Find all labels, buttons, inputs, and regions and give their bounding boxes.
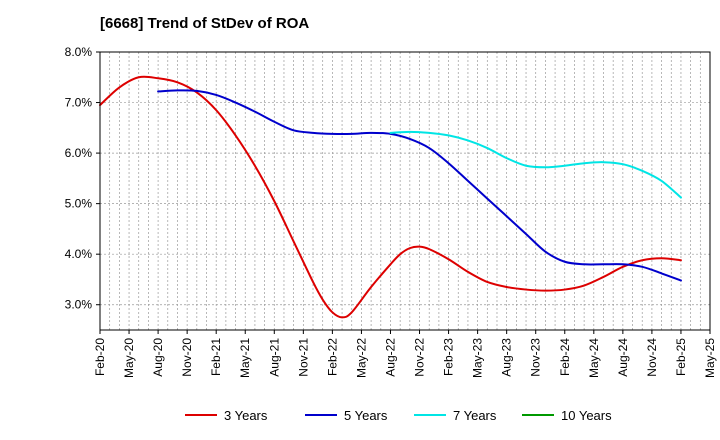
x-tick-label: Feb-23 (442, 338, 456, 376)
x-tick-label: May-21 (238, 338, 252, 378)
series-line-3 (389, 130, 682, 199)
x-tick-label: Nov-24 (645, 338, 659, 377)
x-tick-label: Aug-20 (151, 338, 165, 377)
x-tick-label: Feb-24 (558, 338, 572, 376)
plot-frame (99, 51, 711, 331)
grid-lines (100, 52, 710, 330)
y-tick-label: 8.0% (65, 45, 93, 59)
x-tick-label: Nov-20 (180, 338, 194, 377)
y-tick-label: 3.0% (65, 298, 93, 312)
x-tick-label: May-20 (122, 338, 136, 378)
legend: 3 Years 5 Years 7 Years 10 Years (185, 408, 612, 423)
legend-label-2: 5 Years (344, 408, 388, 423)
x-tick-label: Nov-23 (529, 338, 543, 377)
x-tick-label: May-23 (471, 338, 485, 378)
legend-label-4: 10 Years (561, 408, 612, 423)
x-tick-label: Aug-23 (500, 338, 514, 377)
x-tick-label: May-24 (587, 338, 601, 378)
x-tick-label: Feb-20 (93, 338, 107, 376)
series-line-2 (157, 89, 682, 282)
y-axis: 3.0% 4.0% 5.0% 6.0% 7.0% 8.0% (65, 45, 100, 312)
x-tick-label: May-25 (703, 338, 717, 378)
x-tick-label: May-22 (354, 338, 368, 378)
y-tick-label: 7.0% (65, 96, 93, 110)
x-tick-label: Feb-22 (325, 338, 339, 376)
legend-label-3: 7 Years (453, 408, 497, 423)
x-tick-label: Nov-22 (413, 338, 427, 377)
x-tick-label: Aug-24 (616, 338, 630, 377)
y-tick-label: 4.0% (65, 247, 93, 261)
x-tick-label: Feb-21 (209, 338, 223, 376)
x-tick-label: Feb-25 (674, 338, 688, 376)
series-layer (99, 75, 682, 319)
x-tick-label: Aug-21 (267, 338, 281, 377)
chart-title: [6668] Trend of StDev of ROA (100, 15, 310, 32)
x-axis: Feb-20 May-20 Aug-20 Nov-20 Feb-21 May-21 Aug-… (93, 330, 717, 378)
y-tick-label: 6.0% (65, 146, 93, 160)
legend-label-1: 3 Years (224, 408, 268, 423)
x-tick-label: Aug-22 (383, 338, 397, 377)
series-line-1 (99, 75, 682, 319)
y-tick-label: 5.0% (65, 197, 93, 211)
x-tick-label: Nov-21 (296, 338, 310, 377)
